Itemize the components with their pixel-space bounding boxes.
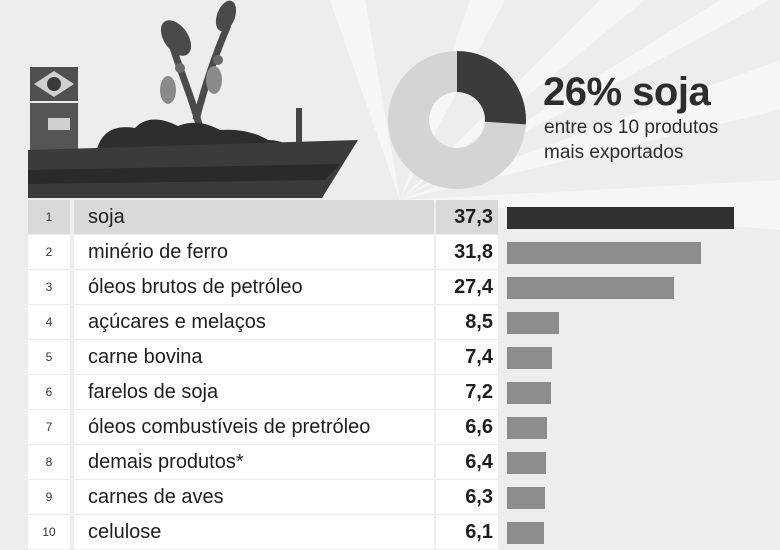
- table-row: 3 óleos brutos de petróleo 27,4: [0, 270, 780, 304]
- table-row: 2 minério de ferro 31,8: [0, 235, 780, 269]
- category-label: minério de ferro: [74, 235, 434, 269]
- category-label: soja: [74, 200, 434, 234]
- category-label: carne bovina: [74, 340, 434, 374]
- soybean-plant-icon: [160, 0, 237, 129]
- rank-label: 7: [28, 410, 70, 444]
- rank-label: 6: [28, 375, 70, 409]
- donut-slice-soja: [457, 51, 526, 125]
- bar: [507, 207, 734, 229]
- table-row: 6 farelos de soja 7,2: [0, 375, 780, 409]
- ship-mast: [296, 108, 302, 146]
- bar: [507, 452, 546, 474]
- donut-slice-other: [388, 51, 526, 189]
- bar: [507, 382, 551, 404]
- category-label: celulose: [74, 515, 434, 549]
- bar: [507, 417, 547, 439]
- value-label: 27,4: [436, 270, 498, 304]
- donut-chart: [388, 51, 526, 189]
- bar: [507, 487, 545, 509]
- bar: [507, 347, 552, 369]
- value-label: 6,1: [436, 515, 498, 549]
- value-label: 31,8: [436, 235, 498, 269]
- value-label: 7,4: [436, 340, 498, 374]
- value-label: 6,3: [436, 480, 498, 514]
- bar: [507, 312, 559, 334]
- ship-illustration: [28, 0, 358, 198]
- table-row: 7 óleos combustíveis de pretróleo 6,6: [0, 410, 780, 444]
- cabin-window: [48, 118, 70, 130]
- rank-label: 5: [28, 340, 70, 374]
- brazil-flag-icon: [30, 67, 78, 101]
- category-label: farelos de soja: [74, 375, 434, 409]
- rank-label: 2: [28, 235, 70, 269]
- bar: [507, 522, 544, 544]
- value-label: 8,5: [436, 305, 498, 339]
- value-label: 7,2: [436, 375, 498, 409]
- value-label: 6,6: [436, 410, 498, 444]
- bar: [507, 277, 674, 299]
- rank-label: 8: [28, 445, 70, 479]
- category-label: açúcares e melaços: [74, 305, 434, 339]
- table-row: 8 demais produtos* 6,4: [0, 445, 780, 479]
- rank-label: 3: [28, 270, 70, 304]
- value-label: 6,4: [436, 445, 498, 479]
- bar: [507, 242, 701, 264]
- category-label: demais produtos*: [74, 445, 434, 479]
- table-row: 4 açúcares e melaços 8,5: [0, 305, 780, 339]
- headline-subtitle-line1: entre os 10 produtos: [544, 117, 719, 138]
- headline-value: 26% soja: [543, 70, 711, 114]
- rank-label: 9: [28, 480, 70, 514]
- category-label: óleos brutos de petróleo: [74, 270, 434, 304]
- table-row: 1 soja 37,3: [0, 200, 780, 234]
- rank-label: 4: [28, 305, 70, 339]
- value-label: 37,3: [436, 200, 498, 234]
- rank-label: 1: [28, 200, 70, 234]
- headline-subtitle-line2: mais exportados: [544, 142, 684, 163]
- table-row: 10 celulose 6,1: [0, 515, 780, 549]
- category-label: óleos combustíveis de pretróleo: [74, 410, 434, 444]
- rank-label: 10: [28, 515, 70, 549]
- table-row: 9 carnes de aves 6,3: [0, 480, 780, 514]
- category-label: carnes de aves: [74, 480, 434, 514]
- table-row: 5 carne bovina 7,4: [0, 340, 780, 374]
